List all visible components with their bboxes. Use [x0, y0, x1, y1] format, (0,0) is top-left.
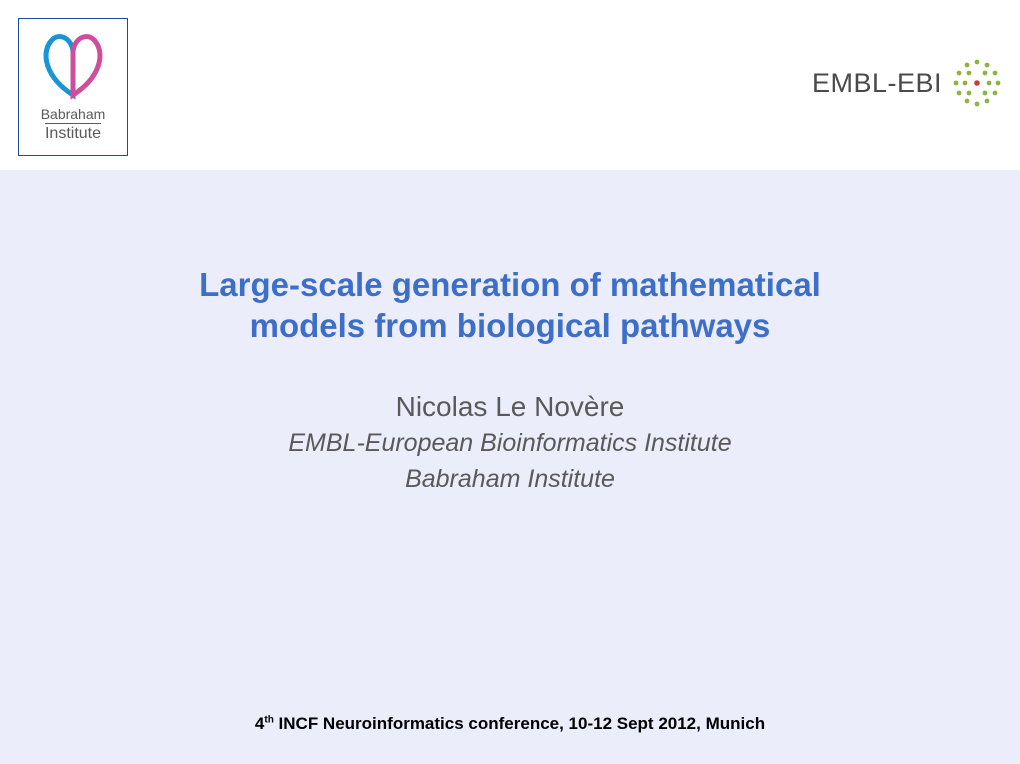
slide-body: Large-scale generation of mathematical m…: [0, 170, 1020, 764]
slide-title-line1: Large-scale generation of mathematical: [0, 264, 1020, 305]
embl-logo-area: EMBL-EBI: [812, 58, 1002, 108]
footer-ordinal: 4: [255, 714, 264, 733]
footer-rest: INCF Neuroinformatics conference, 10-12 …: [274, 714, 765, 733]
slide-author: Nicolas Le Novère: [0, 391, 1020, 423]
slide-affiliation-1: EMBL-European Bioinformatics Institute: [0, 427, 1020, 460]
babraham-heart-icon: [32, 23, 114, 103]
babraham-logo: Babraham Institute: [18, 18, 128, 156]
header-region: Babraham Institute EMBL-EBI: [0, 0, 1020, 170]
babraham-text-2: Institute: [45, 123, 101, 143]
slide-footer: 4th INCF Neuroinformatics conference, 10…: [0, 714, 1020, 734]
embl-dots-icon: [952, 58, 1002, 108]
embl-ebi-text: EMBL-EBI: [812, 68, 942, 99]
slide-title-line2: models from biological pathways: [0, 305, 1020, 346]
footer-sup: th: [264, 714, 273, 725]
babraham-text-1: Babraham: [41, 107, 106, 121]
slide-affiliation-2: Babraham Institute: [0, 463, 1020, 496]
